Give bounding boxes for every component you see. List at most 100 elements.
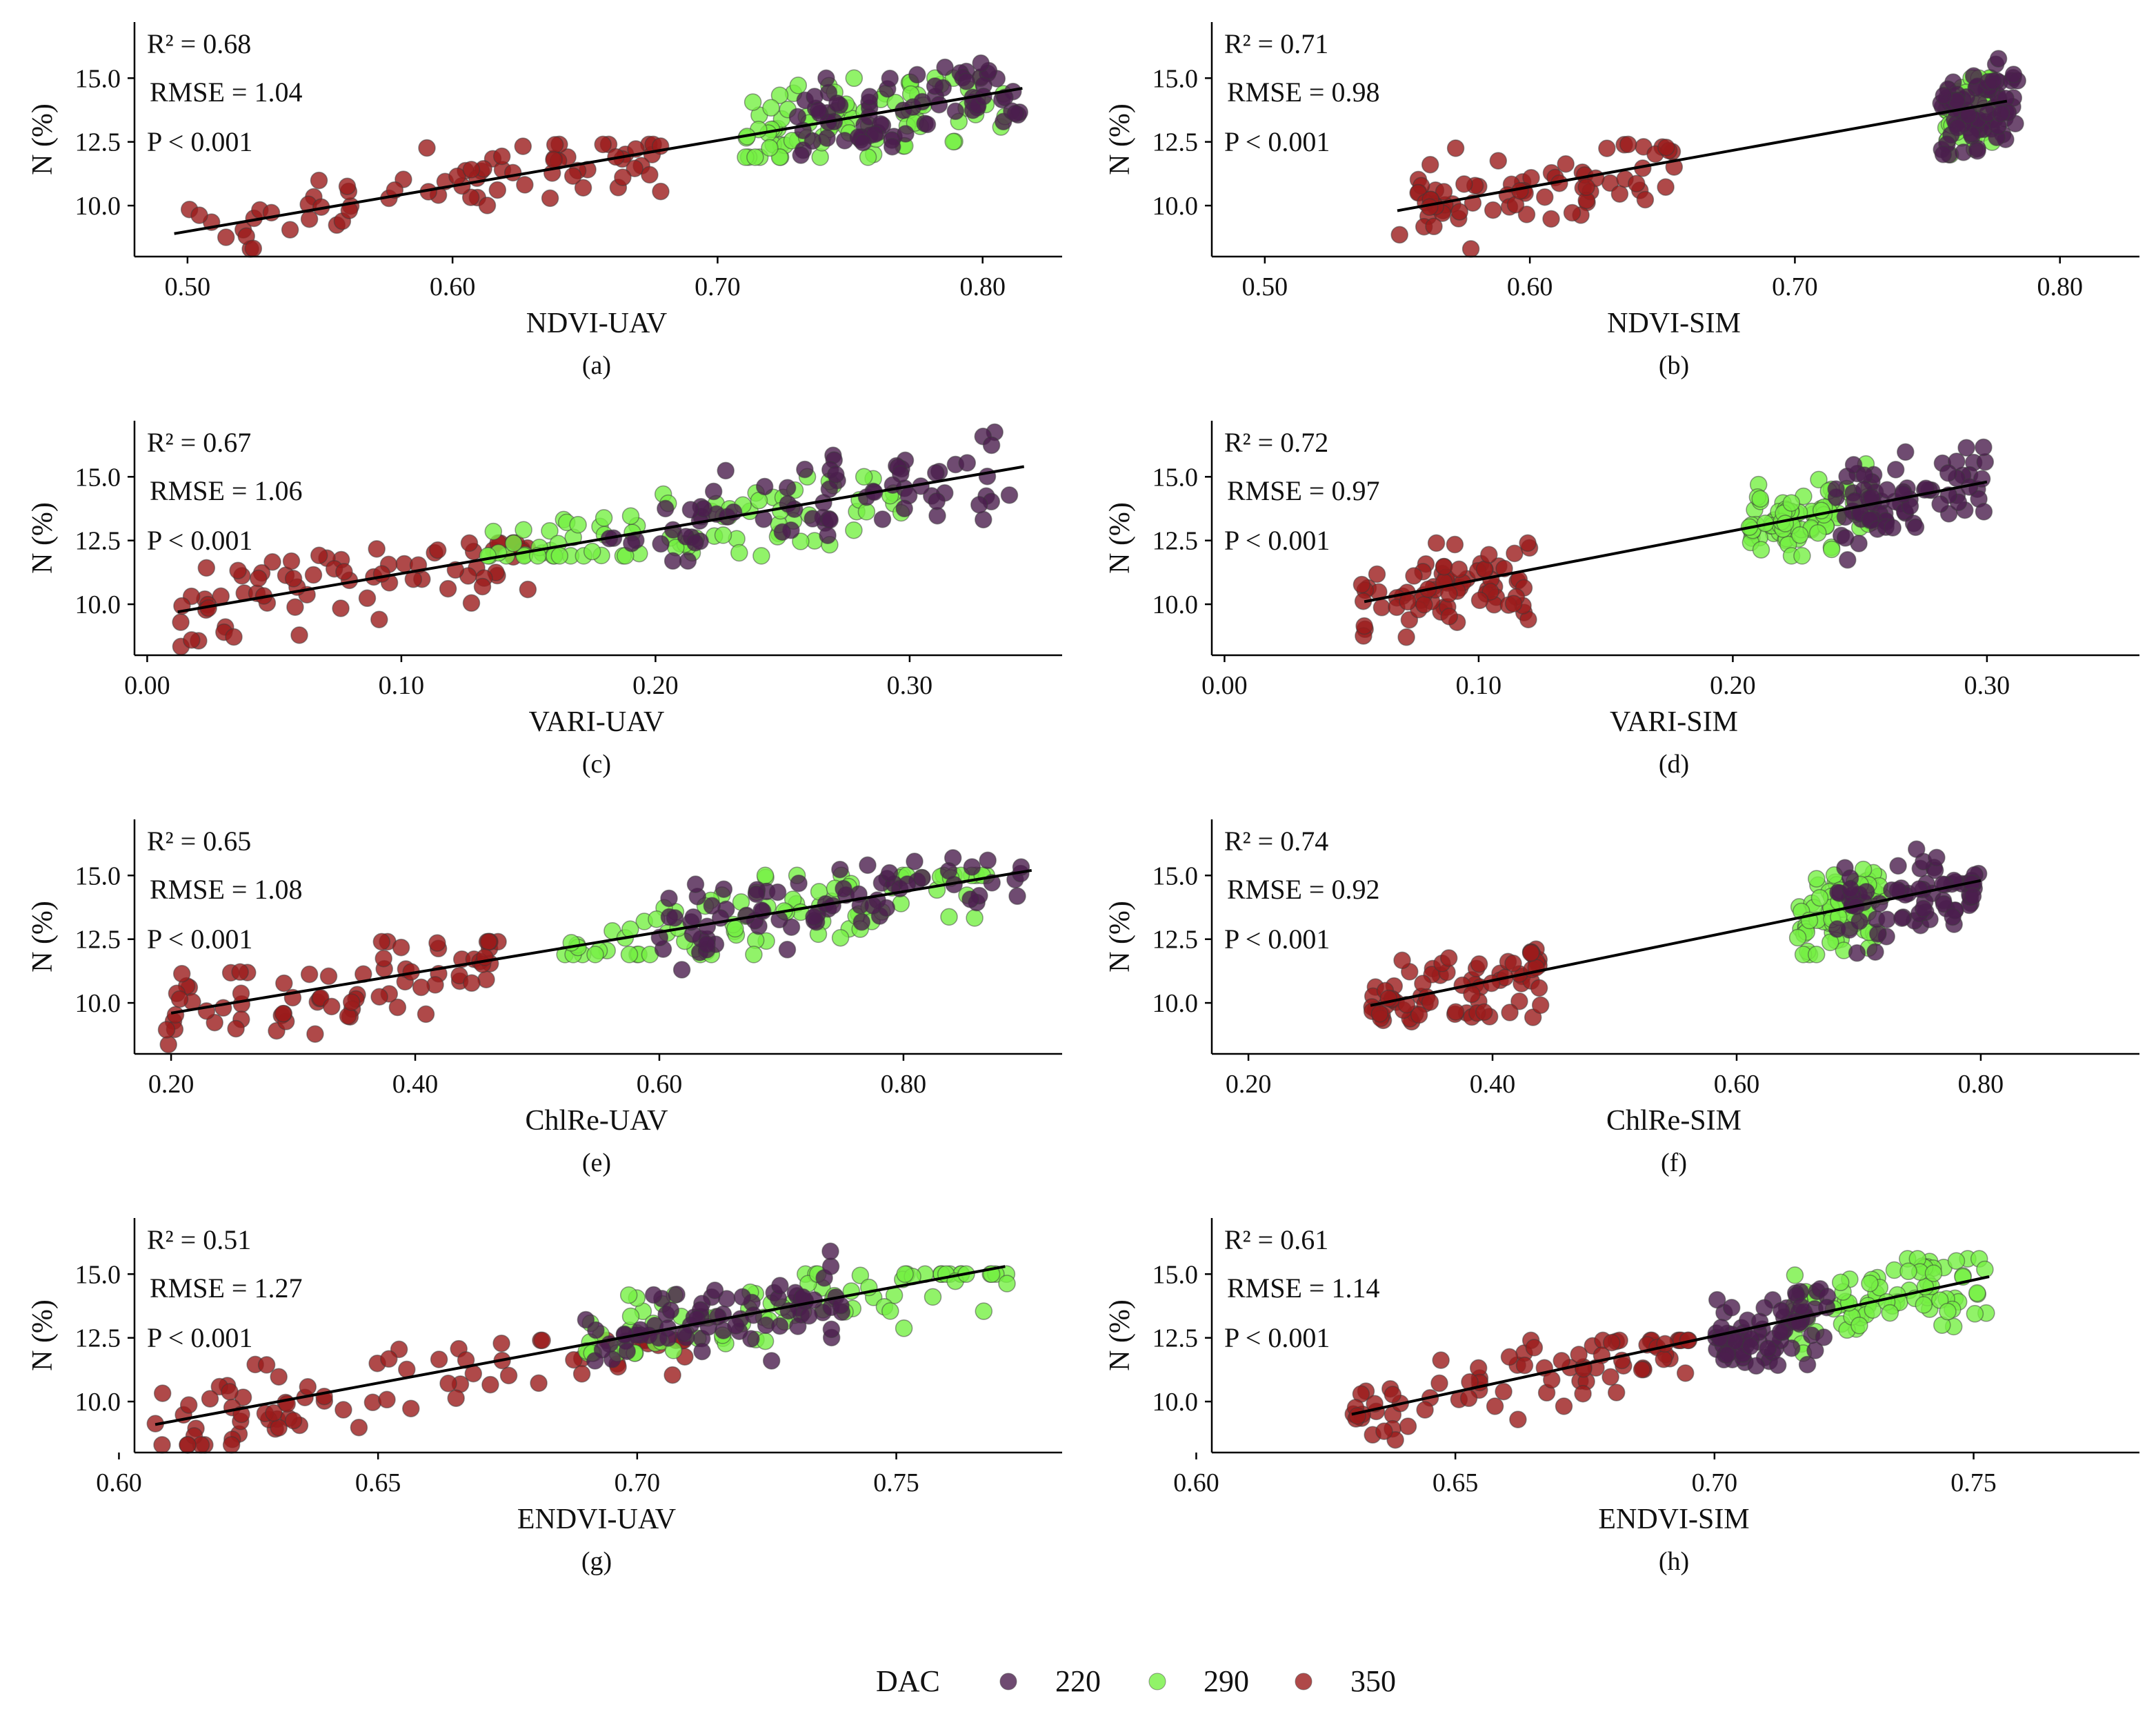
data-point [819, 526, 837, 544]
data-point [457, 1351, 475, 1369]
data-point [786, 500, 803, 518]
data-point [290, 626, 308, 644]
data-point [1421, 155, 1439, 174]
data-point [614, 168, 632, 186]
y-tick-label: 10.0 [1152, 590, 1199, 619]
x-tick-label: 0.00 [1201, 671, 1248, 700]
r2-annotation: R² = 0.72 [1224, 427, 1328, 458]
data-point [179, 1396, 198, 1414]
data-point [1968, 142, 1986, 160]
data-point [488, 181, 507, 199]
data-point [1989, 50, 2008, 68]
data-point [906, 852, 924, 870]
data-point [319, 967, 338, 986]
legend-marker-350 [1295, 1673, 1312, 1690]
x-axis-title: VARI-UAV [529, 706, 665, 738]
data-point [1384, 1386, 1402, 1404]
data-point [462, 161, 481, 179]
data-point [1393, 951, 1411, 970]
legend: DAC 220 290 350 [876, 1664, 1396, 1698]
x-axis-title: ChlRe-SIM [1606, 1105, 1741, 1137]
data-point [818, 129, 836, 147]
data-point [417, 1005, 435, 1024]
data-point [835, 879, 852, 898]
data-point [1810, 888, 1829, 907]
data-point [1807, 946, 1826, 964]
data-point [790, 874, 808, 892]
data-point [1741, 1337, 1759, 1355]
data-point [439, 1375, 457, 1393]
panel-label: (b) [1659, 351, 1689, 380]
data-point [1939, 464, 1957, 482]
data-point [1504, 955, 1522, 972]
data-point [821, 511, 839, 529]
data-point [1889, 857, 1907, 875]
data-point [851, 1266, 870, 1284]
y-tick-label: 15.0 [1152, 463, 1199, 492]
x-tick-label: 0.30 [887, 671, 933, 700]
data-point [939, 861, 958, 880]
data-point [859, 856, 877, 875]
data-point [595, 509, 613, 527]
data-point [1425, 217, 1443, 236]
data-point [811, 148, 829, 166]
regression-line [1397, 99, 2008, 212]
data-point [821, 1257, 840, 1275]
data-point [1570, 1346, 1588, 1364]
data-point [944, 132, 962, 151]
data-point [663, 1366, 681, 1384]
data-point [1947, 1252, 1966, 1270]
data-point [831, 928, 850, 947]
data-point [1348, 1407, 1366, 1425]
data-point [1676, 1364, 1695, 1382]
data-point [1000, 486, 1019, 504]
data-point [1866, 943, 1884, 961]
x-tick-label: 0.80 [1958, 1070, 2004, 1099]
y-axis-title: N (%) [27, 502, 59, 574]
data-point [231, 963, 249, 981]
data-point [892, 895, 910, 912]
data-point [970, 496, 988, 514]
data-point [430, 1350, 448, 1368]
data-point [755, 477, 774, 496]
y-tick-label: 15.0 [75, 64, 121, 93]
data-point [778, 479, 797, 497]
data-point [958, 454, 977, 472]
data-point [1815, 1328, 1833, 1346]
y-tick-label: 10.0 [75, 192, 121, 221]
legend-label-220: 220 [1055, 1664, 1101, 1698]
y-tick-label: 12.5 [1152, 1324, 1199, 1353]
data-point [861, 88, 879, 106]
y-tick-label: 10.0 [75, 590, 121, 619]
data-point [1897, 443, 1915, 461]
data-point [660, 889, 678, 908]
data-point [463, 974, 481, 992]
data-point [478, 197, 497, 214]
data-point [1884, 519, 1902, 537]
data-point [1489, 152, 1508, 170]
data-point [898, 875, 917, 893]
data-point [1836, 529, 1855, 547]
data-point [805, 908, 823, 926]
scatter-panel: 0.00 0.10 0.20 0.30 10.0 12.5 15.0 VARI-UAV N (%… [27, 421, 1062, 779]
data-point [1521, 944, 1540, 962]
data-point [800, 1307, 818, 1325]
data-point [546, 136, 564, 154]
r2-annotation: R² = 0.68 [147, 28, 251, 59]
data-point [1788, 928, 1807, 947]
data-point [460, 534, 479, 552]
data-point [225, 628, 243, 646]
x-tick-label: 0.80 [2037, 272, 2083, 301]
x-tick-label: 0.10 [379, 671, 425, 700]
data-point [244, 239, 263, 258]
data-point [733, 1288, 752, 1306]
data-point [1773, 1301, 1790, 1320]
data-point [201, 1390, 219, 1408]
data-point [855, 468, 873, 486]
data-point [323, 997, 341, 1016]
data-point [222, 1436, 241, 1454]
data-point [895, 499, 913, 518]
data-point [726, 919, 744, 938]
panel-label: (a) [582, 351, 611, 380]
data-point [1928, 848, 1946, 867]
